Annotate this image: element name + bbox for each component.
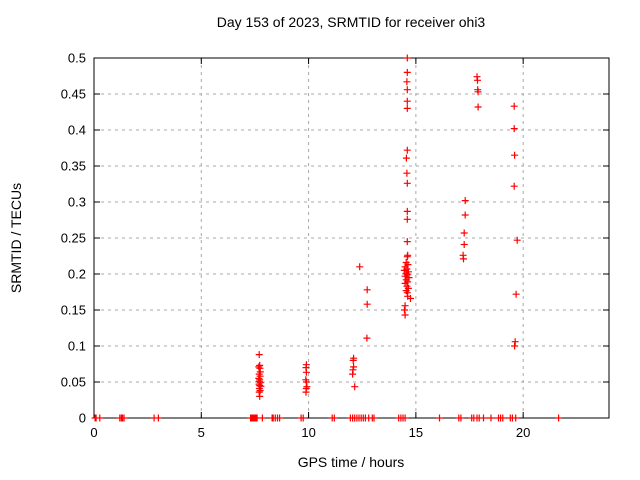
y-tick-label: 0.4 (68, 123, 86, 138)
y-tick-label: 0.3 (68, 195, 86, 210)
x-axis-label: GPS time / hours (297, 454, 405, 470)
x-tick-label: 10 (301, 425, 315, 440)
x-tick-labels: 0 5 10 15 20 (90, 425, 530, 440)
y-tick-label: 0.5 (68, 51, 86, 66)
y-tick-label: 0 (79, 411, 86, 426)
y-tick-label: 0.05 (61, 375, 86, 390)
x-tick-label: 5 (198, 425, 205, 440)
chart-title: Day 153 of 2023, SRMTID for receiver ohi… (216, 14, 486, 30)
y-tick-labels: 0 0.05 0.1 0.15 0.2 0.25 0.3 0.35 0.4 0.45 0.5 (61, 51, 86, 426)
x-tick-label: 20 (516, 425, 530, 440)
x-tick-label: 0 (90, 425, 97, 440)
grid-lines (94, 58, 609, 418)
y-tick-label: 0.35 (61, 159, 86, 174)
y-tick-label: 0.1 (68, 339, 86, 354)
data-points (91, 54, 563, 422)
y-tick-label: 0.15 (61, 303, 86, 318)
y-tick-label: 0.2 (68, 267, 86, 282)
x-tick-label: 15 (409, 425, 423, 440)
y-tick-label: 0.45 (61, 87, 86, 102)
y-tick-label: 0.25 (61, 231, 86, 246)
